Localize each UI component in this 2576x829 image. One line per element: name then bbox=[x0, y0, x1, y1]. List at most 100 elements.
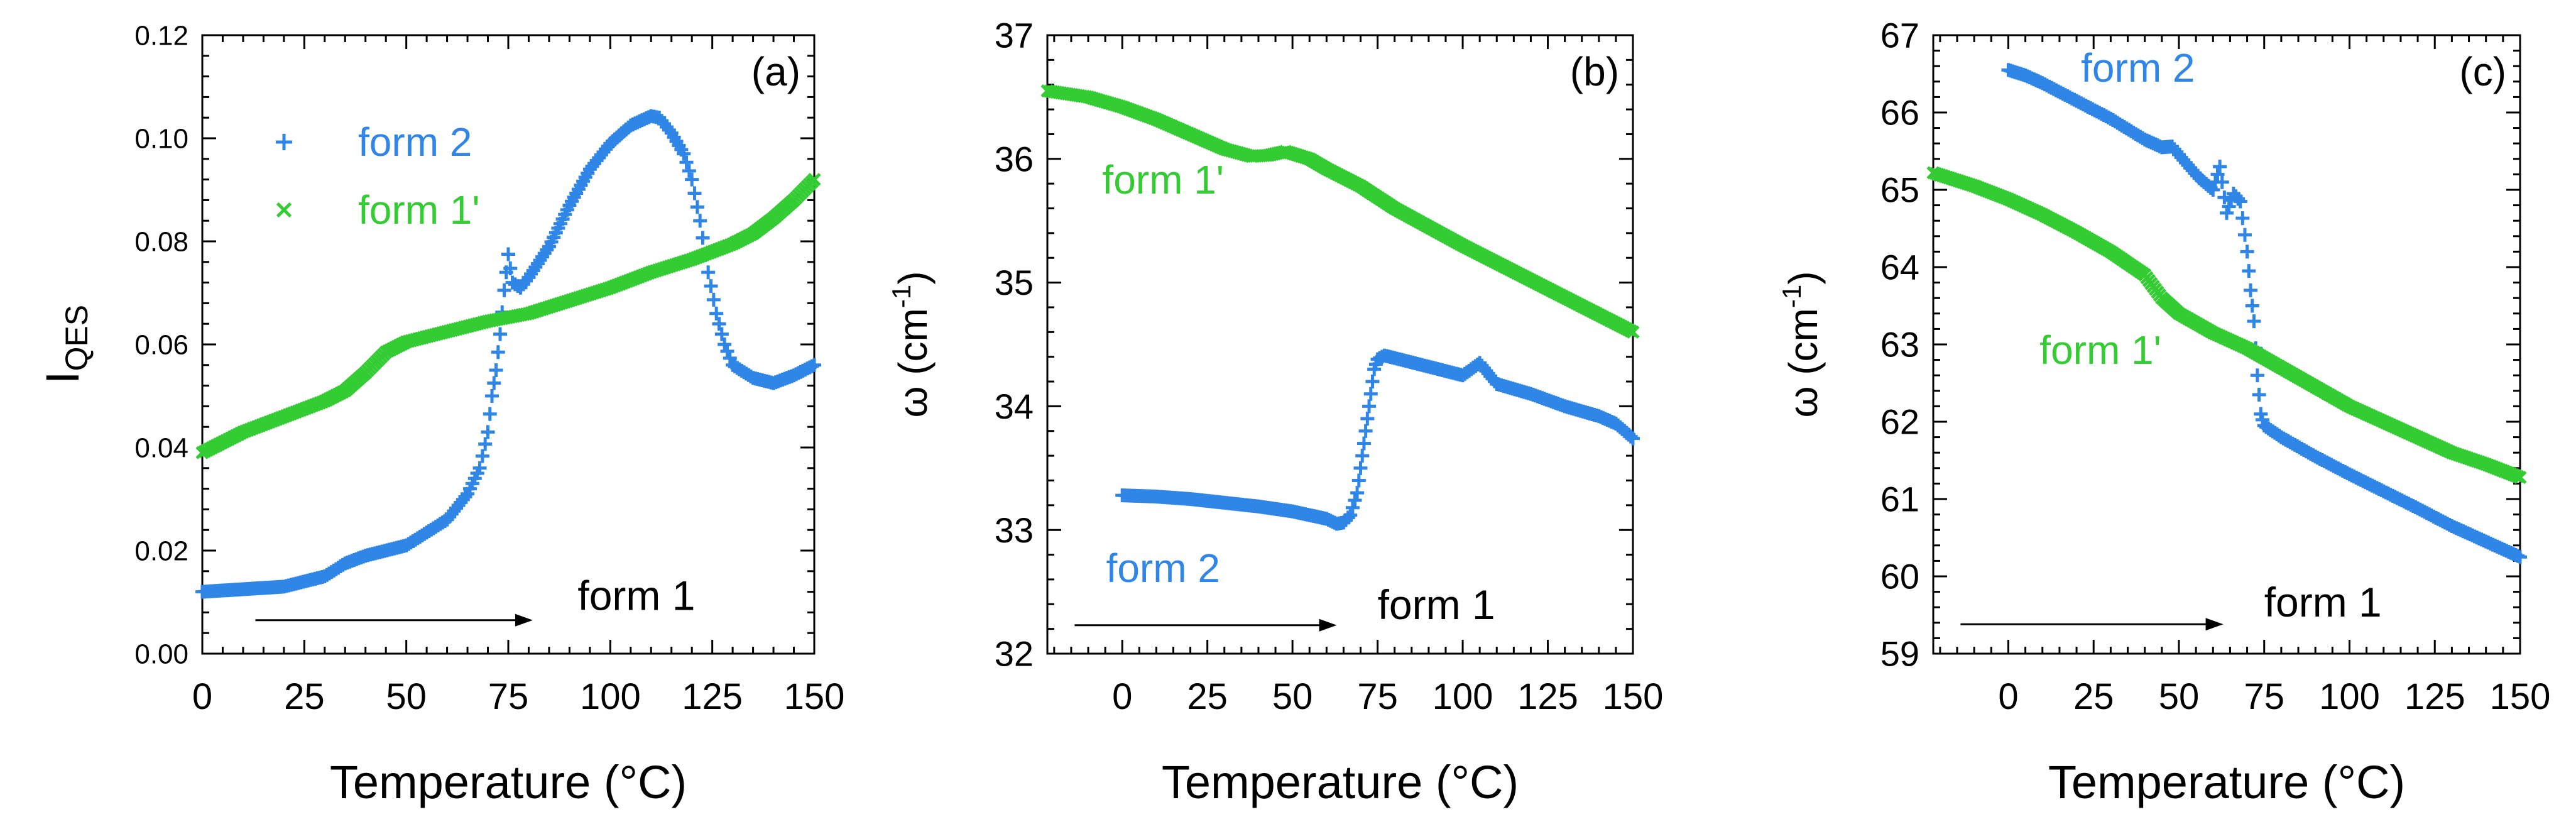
data-point bbox=[696, 231, 710, 245]
data-point bbox=[2222, 199, 2236, 214]
data-point bbox=[679, 155, 694, 170]
data-point bbox=[497, 283, 511, 297]
data-point bbox=[472, 461, 487, 475]
data-point bbox=[2250, 368, 2264, 383]
x-axis-label: Temperature (°C) bbox=[2048, 756, 2405, 808]
annotation-label: form 1 bbox=[577, 572, 695, 618]
series-form2 bbox=[1115, 348, 1640, 531]
x-axis-label: Temperature (°C) bbox=[330, 756, 687, 808]
series-form2 bbox=[195, 109, 821, 599]
data-point bbox=[1348, 493, 1362, 507]
series-form1p bbox=[1040, 84, 1640, 339]
data-point bbox=[491, 345, 505, 360]
x-tick-label: 150 bbox=[1603, 676, 1664, 717]
data-point bbox=[1626, 431, 1640, 446]
x-axis-label: Temperature (°C) bbox=[1162, 756, 1519, 808]
data-point bbox=[1350, 486, 1365, 500]
x-tick-label: 50 bbox=[2159, 676, 2200, 717]
series-label: form 1' bbox=[1102, 157, 1224, 202]
series-form1p bbox=[1926, 166, 2527, 485]
y-tick-label: 67 bbox=[1880, 16, 1919, 55]
series-label: form 2 bbox=[1106, 546, 1220, 591]
y-tick-label: 61 bbox=[1880, 480, 1919, 519]
y-tick-label: 66 bbox=[1880, 93, 1919, 133]
y-axis-label: ω (cm-1) bbox=[887, 271, 936, 417]
panel-label: (a) bbox=[751, 49, 800, 94]
data-point bbox=[489, 363, 503, 377]
data-point bbox=[475, 449, 489, 463]
y-tick-label: 33 bbox=[995, 510, 1034, 550]
data-point bbox=[485, 389, 499, 403]
data-point bbox=[687, 186, 702, 200]
y-tick-label: 0.12 bbox=[134, 20, 188, 51]
data-point bbox=[706, 292, 721, 307]
data-point bbox=[481, 425, 495, 439]
x-tick-label: 25 bbox=[1187, 676, 1228, 717]
y-tick-label: 62 bbox=[1880, 402, 1919, 442]
panel-label: (b) bbox=[1570, 49, 1619, 94]
y-tick-label: 32 bbox=[995, 634, 1034, 674]
x-tick-label: 75 bbox=[488, 676, 529, 717]
chart-panel-2: 0 25 50 75 100 125 150 32 33 34 35 36 37 Temperature … bbox=[887, 16, 1663, 808]
data-point bbox=[1624, 429, 1638, 444]
annotation-arrow-head bbox=[1319, 618, 1337, 632]
y-tick-label: 65 bbox=[1880, 170, 1919, 210]
data-point bbox=[677, 146, 691, 161]
y-tick-label: 36 bbox=[995, 139, 1034, 178]
x-tick-label: 125 bbox=[682, 676, 743, 717]
data-point bbox=[2240, 244, 2254, 259]
y-tick-label: 59 bbox=[1880, 634, 1919, 674]
data-point bbox=[2237, 228, 2252, 242]
data-point bbox=[2242, 264, 2256, 278]
legend-label: form 2 bbox=[358, 119, 472, 165]
data-point bbox=[2233, 194, 2247, 209]
data-point bbox=[720, 344, 734, 358]
series-form2 bbox=[2001, 63, 2527, 564]
series-label: form 1' bbox=[2039, 327, 2161, 373]
y-tick-label: 35 bbox=[995, 263, 1034, 302]
data-point bbox=[2513, 550, 2527, 564]
x-tick-label: 25 bbox=[2073, 676, 2114, 717]
x-tick-label: 25 bbox=[284, 676, 325, 717]
data-point bbox=[1365, 375, 1380, 389]
data-point bbox=[1356, 436, 1371, 451]
x-tick-label: 50 bbox=[386, 676, 427, 717]
x-tick-label: 125 bbox=[1517, 676, 1578, 717]
data-point bbox=[1363, 387, 1378, 401]
data-point bbox=[2220, 206, 2234, 220]
y-tick-label: 60 bbox=[1880, 557, 1919, 596]
data-point bbox=[1626, 325, 1640, 339]
series-label: form 2 bbox=[2081, 45, 2195, 91]
annotation-arrow-head bbox=[2205, 618, 2224, 631]
data-point bbox=[2247, 314, 2261, 329]
data-point bbox=[709, 306, 724, 321]
annotation-label: form 1 bbox=[1378, 581, 1495, 628]
data-point bbox=[714, 327, 729, 341]
x-tick-label: 0 bbox=[1112, 676, 1132, 717]
series-form1p bbox=[195, 173, 821, 459]
data-point bbox=[1355, 449, 1370, 463]
x-tick-label: 100 bbox=[580, 676, 641, 717]
y-tick-label: 34 bbox=[995, 387, 1034, 426]
x-tick-label: 75 bbox=[1357, 676, 1398, 717]
chart-panel-1: 0 25 50 75 100 125 150 0.00 0.02 0.04 0.06 0.08 0.10… bbox=[36, 20, 844, 808]
legend-label: form 1' bbox=[358, 187, 480, 233]
x-tick-label: 100 bbox=[2319, 676, 2380, 717]
y-tick-label: 64 bbox=[1880, 248, 1919, 287]
data-point bbox=[483, 407, 497, 421]
data-point bbox=[723, 351, 737, 365]
y-tick-label: 63 bbox=[1880, 325, 1919, 365]
data-point bbox=[2210, 167, 2225, 182]
x-tick-label: 75 bbox=[2244, 676, 2284, 717]
data-point bbox=[718, 338, 732, 351]
y-axis-label: ω (cm-1) bbox=[1777, 271, 1826, 417]
x-tick-label: 0 bbox=[1998, 676, 2018, 717]
data-point bbox=[2513, 470, 2527, 485]
panel-label: (c) bbox=[2459, 49, 2506, 94]
annotation-label: form 1 bbox=[2264, 579, 2382, 625]
data-point bbox=[704, 279, 718, 294]
data-point bbox=[2252, 387, 2266, 402]
data-point bbox=[2206, 183, 2220, 197]
data-point bbox=[685, 172, 699, 187]
x-tick-label: 100 bbox=[1433, 676, 1493, 717]
